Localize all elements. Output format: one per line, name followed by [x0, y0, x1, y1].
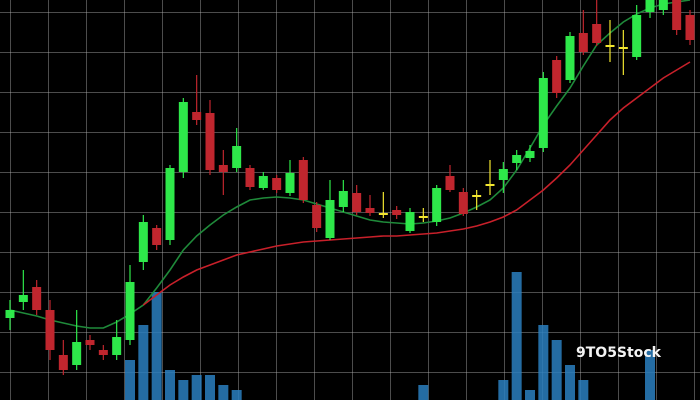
candle-body	[138, 222, 148, 262]
candle-body	[645, 0, 655, 12]
candle-body	[152, 228, 162, 245]
volume-bar	[538, 325, 549, 400]
candle-body	[18, 295, 28, 302]
candle-body	[632, 15, 642, 57]
candle-body	[312, 205, 322, 228]
candle-body	[165, 168, 175, 240]
candle-body	[498, 169, 508, 180]
volume-bar	[218, 385, 229, 400]
watermark: 9TO5Stock	[576, 345, 662, 361]
candle-body	[245, 168, 255, 187]
volume-bar	[511, 272, 522, 400]
volume-bar	[125, 360, 135, 400]
candle-body	[472, 195, 482, 197]
candle-body	[338, 191, 348, 207]
candle-body	[552, 60, 562, 93]
volume-bar	[178, 380, 189, 400]
candle-body	[418, 216, 428, 218]
volume-bar	[205, 375, 215, 400]
candle-body	[485, 184, 495, 186]
candle-body	[298, 160, 308, 200]
candle-body	[325, 200, 335, 238]
candle-body	[272, 178, 282, 190]
candle-body	[405, 212, 415, 231]
volume-bar	[578, 380, 589, 400]
candle-body	[592, 24, 602, 43]
candle-body	[432, 188, 442, 222]
candle-body	[5, 310, 15, 318]
candle-body	[85, 340, 95, 345]
moving-average-line	[142, 61, 691, 306]
moving-average-line	[9, 0, 691, 329]
candle-body	[45, 310, 55, 350]
candle-body	[352, 193, 362, 212]
candle-body	[605, 45, 615, 47]
candle-body	[538, 78, 548, 148]
candle-body	[72, 342, 82, 365]
volume-bar	[231, 390, 242, 400]
candle-body	[578, 33, 588, 52]
volume-bar	[498, 380, 509, 400]
volume-bar	[165, 370, 175, 400]
candle-body	[658, 0, 668, 10]
volume-bar	[645, 350, 655, 400]
candle-body	[672, 0, 682, 30]
candle-body	[112, 337, 122, 355]
candle-body	[618, 47, 628, 49]
volume-bar	[565, 365, 575, 400]
candle-body	[192, 112, 202, 120]
volume-bar	[191, 375, 202, 400]
candle-body	[285, 173, 295, 193]
candle-body	[458, 192, 468, 214]
candle-body	[392, 210, 402, 215]
volume-bar	[551, 340, 562, 400]
candle-body	[178, 102, 188, 172]
candle-body	[365, 208, 375, 213]
volume-bar	[525, 390, 535, 400]
candle-body	[98, 350, 108, 355]
volume-bar	[151, 292, 162, 400]
volume-bar	[138, 325, 149, 400]
candle-body	[525, 151, 535, 158]
candle-body	[125, 282, 135, 340]
candle-body	[258, 176, 268, 188]
candle-body	[205, 113, 215, 170]
volume-bar	[418, 385, 429, 400]
candle-body	[232, 146, 242, 168]
candle-body	[445, 176, 455, 190]
candle-body	[58, 355, 68, 370]
candle-body	[565, 36, 575, 80]
candle-body	[32, 287, 42, 310]
candle-body	[378, 213, 388, 215]
candle-body	[218, 165, 228, 172]
candle-body	[512, 155, 522, 163]
candle-body	[685, 15, 695, 40]
